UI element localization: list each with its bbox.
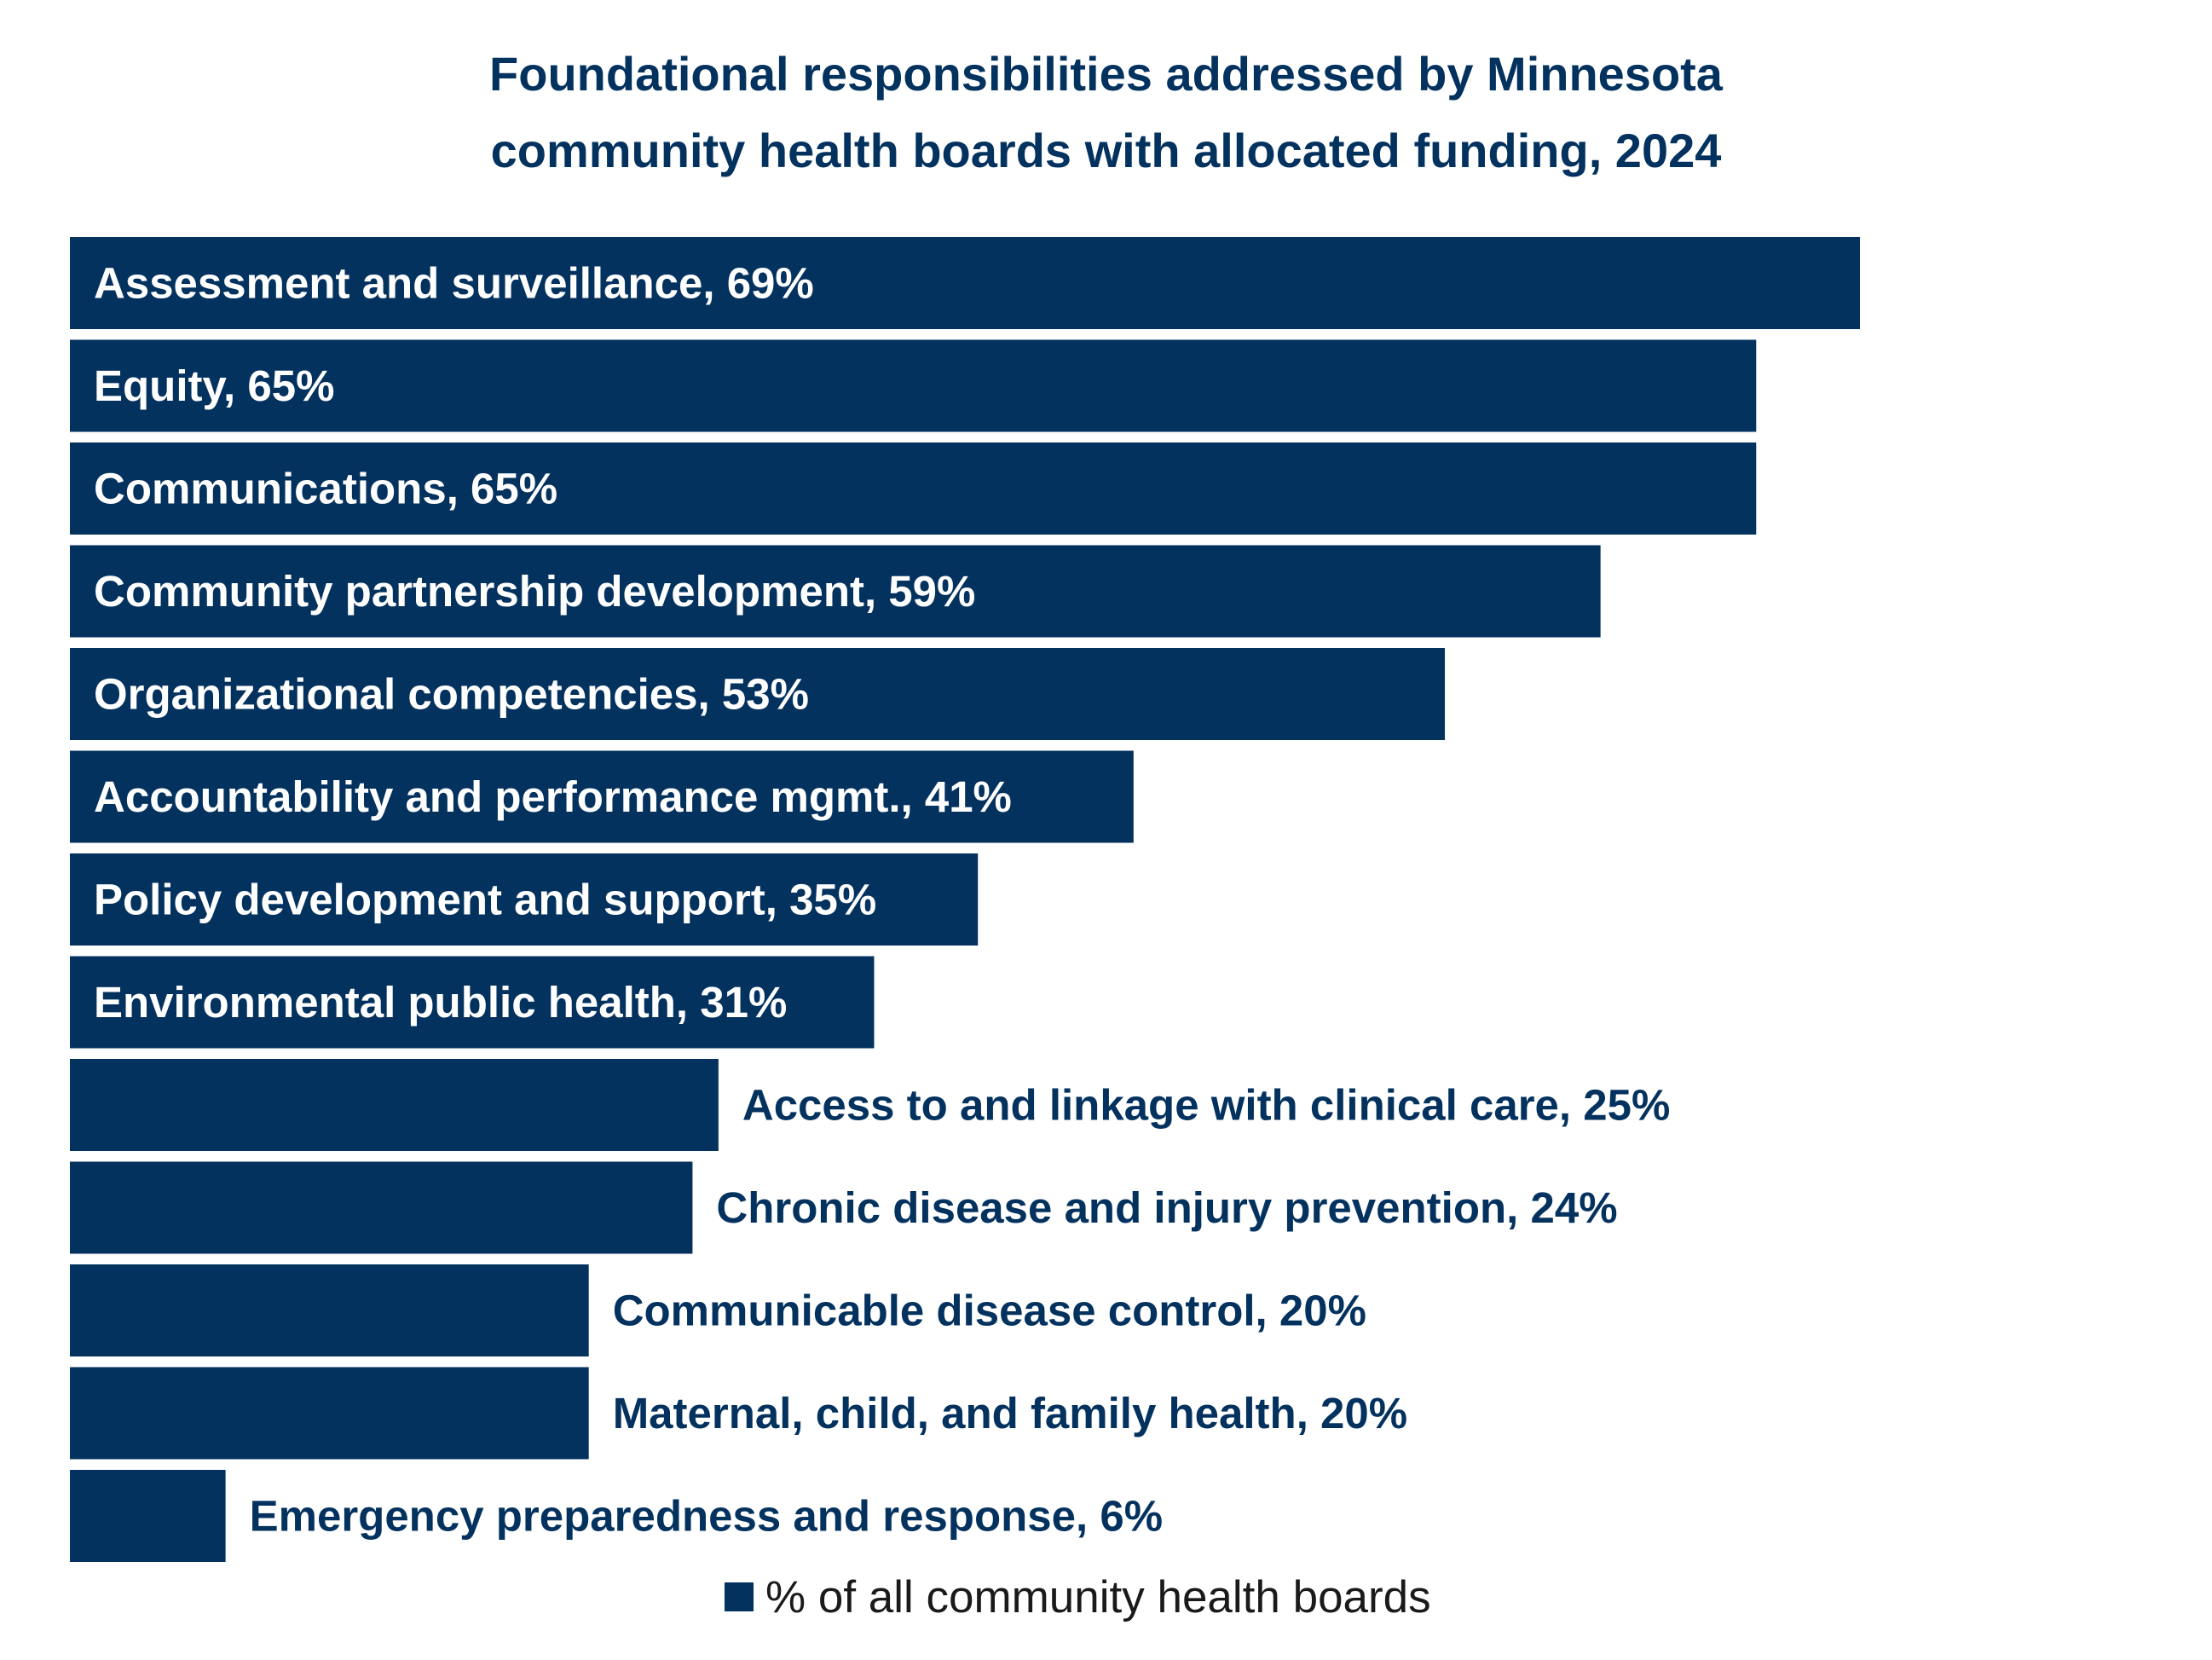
bar-7	[70, 956, 875, 1049]
bar-0	[70, 237, 1860, 329]
bar-label-2: Communications, 65%	[94, 465, 557, 513]
bar-label-0: Assessment and surveillance, 69%	[94, 259, 814, 308]
bar-4	[70, 648, 1446, 740]
bar-label-1: Equity, 65%	[94, 361, 334, 410]
chart-title-line-1: Foundational responsibilities addressed …	[489, 47, 1723, 101]
bar-label-8: Access to and linkage with clinical care…	[742, 1081, 1670, 1130]
bar-label-3: Community partnership development, 59%	[94, 567, 975, 616]
bar-label-7: Environmental public health, 31%	[94, 978, 787, 1027]
bar-5	[70, 750, 1134, 843]
bar-1	[70, 339, 1757, 432]
bar-label-10: Communicable disease control, 20%	[613, 1287, 1366, 1335]
bar-2	[70, 442, 1757, 535]
legend: % of all community health boards	[725, 1567, 1431, 1627]
bar-9	[70, 1161, 693, 1254]
bar-8	[70, 1059, 719, 1151]
bar-12	[70, 1470, 226, 1562]
bar-10	[70, 1264, 589, 1356]
bar-3	[70, 545, 1601, 638]
legend-swatch	[725, 1582, 754, 1611]
bar-label-12: Emergency preparedness and response, 6%	[250, 1492, 1163, 1541]
bar-label-5: Accountability and performance mgmt., 41…	[94, 772, 1012, 821]
bar-11	[70, 1367, 589, 1460]
legend-label: % of all community health boards	[765, 1571, 1431, 1622]
bar-label-4: Organizational competencies, 53%	[94, 670, 809, 719]
chart-title-line-2: community health boards with allocated f…	[490, 124, 1722, 177]
bar-label-9: Chronic disease and injury prevention, 2…	[716, 1183, 1617, 1232]
chart-title: Foundational responsibilities addressed …	[0, 36, 2212, 189]
bar-6	[70, 853, 979, 946]
bar-label-6: Policy development and support, 35%	[94, 876, 876, 924]
bar-label-11: Maternal, child, and family health, 20%	[613, 1389, 1407, 1437]
